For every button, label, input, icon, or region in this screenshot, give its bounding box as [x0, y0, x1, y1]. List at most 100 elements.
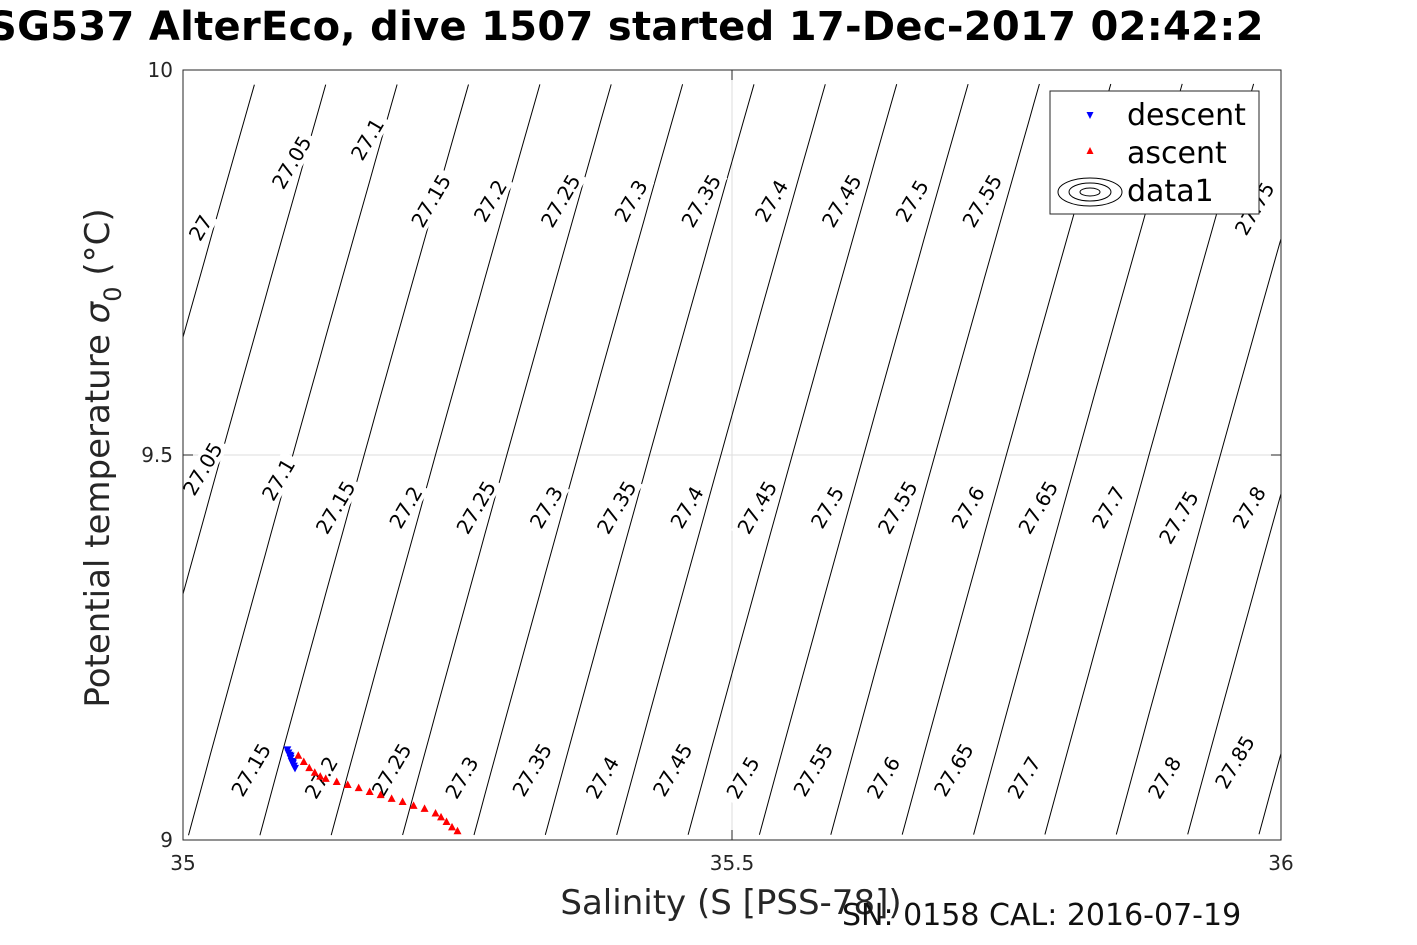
axis-ticks: 35 35.5 36 9 9.5 10 — [141, 58, 1294, 875]
contour-label-bg — [467, 172, 514, 230]
contour-label-bg — [265, 128, 318, 197]
contour-label-bg — [344, 110, 391, 169]
isopycnal-line — [1187, 493, 1282, 835]
legend-data1-label: data1 — [1127, 174, 1214, 209]
ascent-point — [376, 790, 385, 799]
contour-label: 27.15 — [309, 473, 362, 542]
ascent-point — [453, 826, 462, 835]
contour-label-text: 27.85 — [1210, 731, 1260, 793]
contour-label-bg — [675, 167, 728, 235]
contour-label-bg — [1226, 478, 1273, 537]
isopycnal-line — [402, 84, 612, 836]
isopycnal-line — [616, 84, 826, 836]
contour-label-bg — [888, 172, 936, 230]
y-tick-label: 9 — [160, 828, 173, 852]
contour-label-bg — [731, 473, 784, 542]
ascent-point — [409, 801, 418, 809]
contour-label: 27.2 — [382, 478, 430, 537]
contour-label-text: 27.05 — [267, 132, 317, 194]
contour-label-bg — [450, 473, 503, 542]
isopycnal-line — [182, 84, 327, 595]
isopycnal-line — [758, 83, 969, 835]
contour-label-bg — [534, 167, 587, 235]
contour-label-text: 27.75 — [1154, 487, 1204, 549]
y-tick-label: 9.5 — [141, 443, 173, 467]
ascent-point — [354, 783, 363, 792]
contour-label: 27.75 — [1152, 483, 1205, 552]
x-tick-label: 35.5 — [710, 851, 755, 875]
legend-ascent-label: ascent — [1127, 136, 1227, 171]
y-axis-label: Potential temperature σ0 (°C) — [78, 208, 127, 707]
contour-label-bg — [663, 478, 711, 537]
ascent-point — [321, 774, 330, 782]
contour-label-bg — [405, 167, 458, 235]
ascent-point — [343, 780, 352, 789]
contour-label: 27.5 — [804, 478, 851, 537]
contour-label: 27.85 — [1208, 728, 1261, 797]
contour-label: 27.5 — [719, 748, 767, 807]
contour-label-text: 27.65 — [929, 739, 979, 801]
ascent-point — [316, 772, 325, 780]
legend-box — [1049, 90, 1260, 215]
contour-label: 27.35 — [506, 736, 559, 804]
contour-label-bg — [579, 748, 626, 807]
contour-label-bg — [804, 478, 851, 537]
contour-label: 27 — [183, 208, 218, 247]
contour-label: 27.4 — [663, 478, 711, 537]
isopycnal-line — [188, 84, 398, 836]
ascent-point — [387, 794, 396, 802]
ascent-point — [310, 768, 319, 776]
descent-point — [286, 752, 295, 761]
calibration-footer: SN: 0158 CAL: 2016-07-19 — [842, 898, 1242, 933]
contour-label: 27.3 — [438, 748, 486, 807]
contour-label: 27.45 — [731, 473, 784, 542]
contour-label: 27.4 — [579, 748, 626, 807]
ascent-point — [437, 812, 446, 821]
ascent-point — [299, 757, 308, 765]
contour-label-bg — [1012, 473, 1065, 542]
isopycnal-line — [330, 84, 541, 836]
ascent-point — [294, 751, 303, 759]
contour-label-text: 27.45 — [648, 739, 698, 801]
chart-title: SG537 AlterEco, dive 1507 started 17-Dec… — [0, 4, 1264, 50]
contour-label: 27.65 — [1012, 473, 1065, 542]
contour-label-bg — [944, 478, 992, 537]
ascent-point — [398, 797, 407, 805]
contour-label-bg — [506, 736, 559, 804]
isopycnal-line — [182, 84, 255, 338]
ascent-point — [332, 777, 341, 785]
contour-label: 27.8 — [1226, 478, 1273, 537]
isopycnal-line — [687, 84, 898, 835]
contour-label: 27.45 — [815, 167, 868, 235]
contour-label-bg — [1000, 748, 1048, 807]
contour-label-bg — [590, 473, 643, 542]
contour-label-bg — [1208, 728, 1261, 797]
contour-label: 27.15 — [405, 167, 458, 235]
legend-contour-icon — [1057, 177, 1123, 207]
contour-label-text: 27.45 — [732, 477, 782, 539]
contour-label: 27.6 — [860, 748, 907, 807]
contour-label-text: 27.05 — [178, 438, 228, 500]
x-tick-label: 36 — [1268, 851, 1293, 875]
isopycnal-line — [544, 84, 755, 836]
descent-point — [290, 764, 299, 773]
contour-label: 27.1 — [344, 110, 391, 169]
contour-label-text: 27.55 — [788, 739, 838, 801]
contour-label-bg — [183, 208, 218, 247]
x-axis-label: Salinity (S [PSS-78]) — [560, 883, 901, 923]
contour-label: 27.6 — [944, 478, 992, 537]
isopycnal-line — [1258, 753, 1282, 835]
contour-label: 27.35 — [675, 167, 728, 235]
contour-label: 27.65 — [927, 736, 980, 804]
contour-label-text: 27.35 — [676, 170, 726, 232]
contour-label-bg — [1085, 478, 1132, 537]
contour-label: 27.1 — [255, 450, 302, 509]
ascent-point — [305, 763, 314, 772]
contour-label: 27.55 — [787, 736, 840, 804]
contour-label-bg — [956, 167, 1009, 235]
contour-label-bg — [927, 736, 980, 804]
contour-label-text: 27.15 — [226, 739, 276, 801]
legend: descent ascent data1 — [1049, 90, 1260, 215]
contour-label-bg — [309, 473, 362, 542]
